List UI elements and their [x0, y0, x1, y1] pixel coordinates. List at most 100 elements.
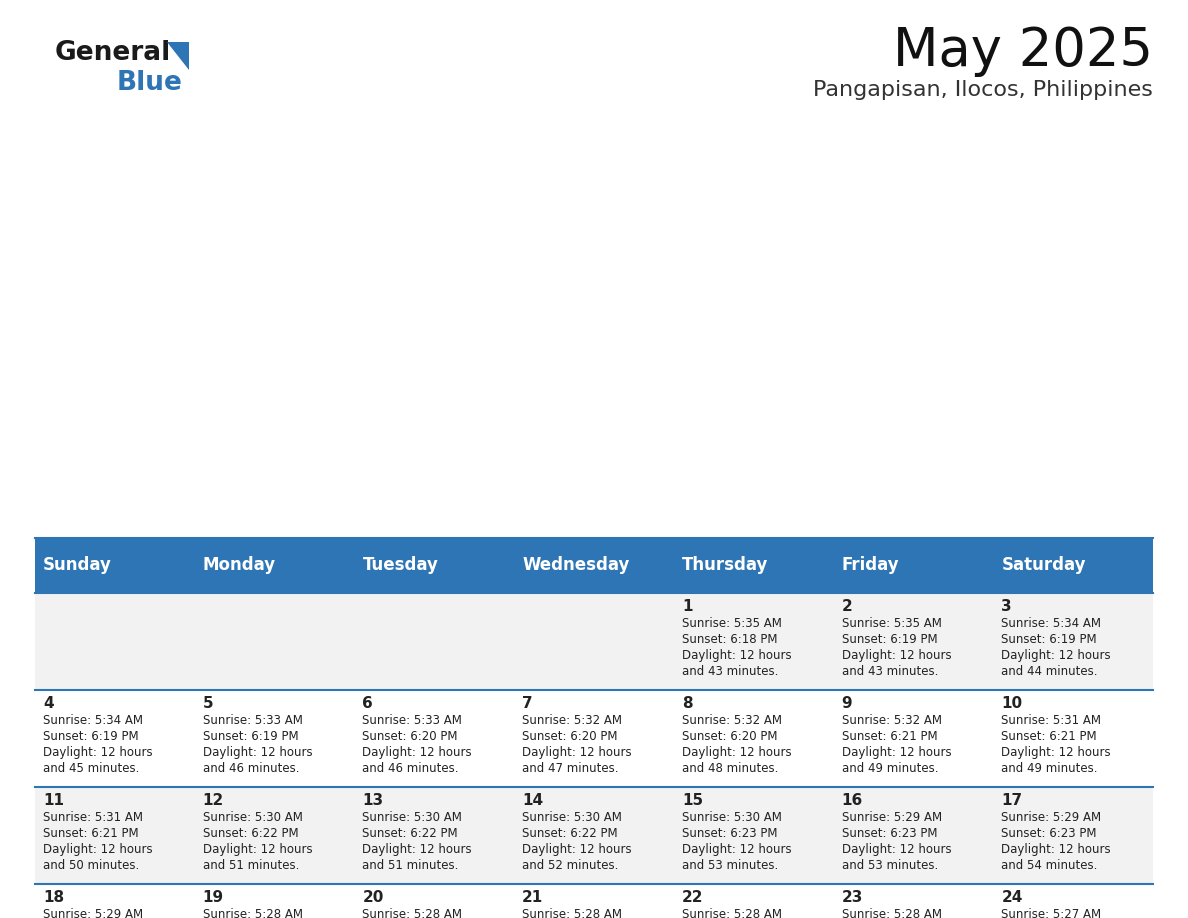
Text: Sunset: 6:19 PM: Sunset: 6:19 PM: [841, 633, 937, 646]
Bar: [514, 787, 674, 884]
Text: 11: 11: [43, 793, 64, 808]
Text: and 53 minutes.: and 53 minutes.: [682, 859, 778, 872]
Text: Sunrise: 5:30 AM: Sunrise: 5:30 AM: [203, 811, 303, 824]
Text: Daylight: 12 hours: Daylight: 12 hours: [43, 843, 152, 856]
Bar: [834, 593, 993, 690]
Text: Sunrise: 5:32 AM: Sunrise: 5:32 AM: [523, 714, 623, 727]
Bar: [34, 538, 195, 593]
Bar: [674, 884, 834, 918]
Bar: [195, 787, 354, 884]
Text: Daylight: 12 hours: Daylight: 12 hours: [362, 746, 472, 759]
Text: Sunday: Sunday: [43, 556, 112, 575]
Text: and 54 minutes.: and 54 minutes.: [1001, 859, 1098, 872]
Bar: [34, 690, 195, 787]
Text: Sunset: 6:21 PM: Sunset: 6:21 PM: [841, 730, 937, 743]
Text: Saturday: Saturday: [1001, 556, 1086, 575]
Text: 17: 17: [1001, 793, 1023, 808]
Bar: [993, 538, 1154, 593]
Text: Sunrise: 5:34 AM: Sunrise: 5:34 AM: [43, 714, 143, 727]
Text: Daylight: 12 hours: Daylight: 12 hours: [682, 649, 791, 662]
Text: Daylight: 12 hours: Daylight: 12 hours: [523, 843, 632, 856]
Bar: [674, 593, 834, 690]
Text: Sunset: 6:22 PM: Sunset: 6:22 PM: [362, 827, 459, 840]
Text: Sunrise: 5:29 AM: Sunrise: 5:29 AM: [43, 908, 143, 918]
Text: Daylight: 12 hours: Daylight: 12 hours: [1001, 649, 1111, 662]
Text: Sunrise: 5:32 AM: Sunrise: 5:32 AM: [841, 714, 942, 727]
Text: 13: 13: [362, 793, 384, 808]
Text: 7: 7: [523, 696, 532, 711]
Bar: [354, 690, 514, 787]
Bar: [674, 690, 834, 787]
Bar: [514, 593, 674, 690]
Text: 24: 24: [1001, 890, 1023, 905]
Text: Sunset: 6:21 PM: Sunset: 6:21 PM: [43, 827, 139, 840]
Text: Daylight: 12 hours: Daylight: 12 hours: [841, 843, 952, 856]
Bar: [195, 593, 354, 690]
Text: Sunrise: 5:33 AM: Sunrise: 5:33 AM: [362, 714, 462, 727]
Text: Sunrise: 5:33 AM: Sunrise: 5:33 AM: [203, 714, 303, 727]
Text: 10: 10: [1001, 696, 1023, 711]
Text: 19: 19: [203, 890, 223, 905]
Text: 21: 21: [523, 890, 543, 905]
Text: Daylight: 12 hours: Daylight: 12 hours: [203, 746, 312, 759]
Text: 2: 2: [841, 599, 852, 614]
Bar: [354, 538, 514, 593]
Bar: [674, 538, 834, 593]
Text: and 45 minutes.: and 45 minutes.: [43, 762, 139, 775]
Text: Wednesday: Wednesday: [523, 556, 630, 575]
Text: Sunset: 6:19 PM: Sunset: 6:19 PM: [203, 730, 298, 743]
Text: Sunrise: 5:31 AM: Sunrise: 5:31 AM: [1001, 714, 1101, 727]
Text: Sunset: 6:23 PM: Sunset: 6:23 PM: [682, 827, 777, 840]
Text: Sunrise: 5:34 AM: Sunrise: 5:34 AM: [1001, 617, 1101, 630]
Text: and 46 minutes.: and 46 minutes.: [362, 762, 459, 775]
Text: Daylight: 12 hours: Daylight: 12 hours: [523, 746, 632, 759]
Text: 3: 3: [1001, 599, 1012, 614]
Polygon shape: [168, 42, 189, 70]
Text: Sunset: 6:23 PM: Sunset: 6:23 PM: [1001, 827, 1097, 840]
Bar: [993, 787, 1154, 884]
Text: and 47 minutes.: and 47 minutes.: [523, 762, 619, 775]
Text: and 51 minutes.: and 51 minutes.: [362, 859, 459, 872]
Text: Sunrise: 5:35 AM: Sunrise: 5:35 AM: [841, 617, 941, 630]
Text: 23: 23: [841, 890, 862, 905]
Text: Daylight: 12 hours: Daylight: 12 hours: [682, 746, 791, 759]
Text: 12: 12: [203, 793, 225, 808]
Text: Pangapisan, Ilocos, Philippines: Pangapisan, Ilocos, Philippines: [813, 80, 1154, 100]
Text: 8: 8: [682, 696, 693, 711]
Text: Sunrise: 5:28 AM: Sunrise: 5:28 AM: [523, 908, 623, 918]
Text: Sunrise: 5:30 AM: Sunrise: 5:30 AM: [362, 811, 462, 824]
Text: Sunset: 6:18 PM: Sunset: 6:18 PM: [682, 633, 777, 646]
Text: Sunrise: 5:35 AM: Sunrise: 5:35 AM: [682, 617, 782, 630]
Text: Sunrise: 5:28 AM: Sunrise: 5:28 AM: [841, 908, 942, 918]
Bar: [34, 884, 195, 918]
Text: 20: 20: [362, 890, 384, 905]
Text: General: General: [55, 40, 171, 66]
Text: and 50 minutes.: and 50 minutes.: [43, 859, 139, 872]
Text: Sunset: 6:19 PM: Sunset: 6:19 PM: [43, 730, 139, 743]
Text: Sunset: 6:22 PM: Sunset: 6:22 PM: [523, 827, 618, 840]
Text: Daylight: 12 hours: Daylight: 12 hours: [682, 843, 791, 856]
Text: Tuesday: Tuesday: [362, 556, 438, 575]
Text: 6: 6: [362, 696, 373, 711]
Text: and 53 minutes.: and 53 minutes.: [841, 859, 937, 872]
Text: 14: 14: [523, 793, 543, 808]
Text: Sunrise: 5:30 AM: Sunrise: 5:30 AM: [682, 811, 782, 824]
Text: Daylight: 12 hours: Daylight: 12 hours: [1001, 843, 1111, 856]
Text: Friday: Friday: [841, 556, 899, 575]
Text: Sunrise: 5:31 AM: Sunrise: 5:31 AM: [43, 811, 143, 824]
Bar: [354, 593, 514, 690]
Text: Sunrise: 5:27 AM: Sunrise: 5:27 AM: [1001, 908, 1101, 918]
Text: Sunset: 6:19 PM: Sunset: 6:19 PM: [1001, 633, 1097, 646]
Bar: [674, 787, 834, 884]
Text: Daylight: 12 hours: Daylight: 12 hours: [841, 649, 952, 662]
Text: 15: 15: [682, 793, 703, 808]
Text: 5: 5: [203, 696, 214, 711]
Bar: [993, 593, 1154, 690]
Text: Sunrise: 5:29 AM: Sunrise: 5:29 AM: [1001, 811, 1101, 824]
Text: Sunrise: 5:29 AM: Sunrise: 5:29 AM: [841, 811, 942, 824]
Text: and 49 minutes.: and 49 minutes.: [841, 762, 939, 775]
Text: and 49 minutes.: and 49 minutes.: [1001, 762, 1098, 775]
Text: Sunset: 6:20 PM: Sunset: 6:20 PM: [682, 730, 777, 743]
Bar: [354, 787, 514, 884]
Text: and 48 minutes.: and 48 minutes.: [682, 762, 778, 775]
